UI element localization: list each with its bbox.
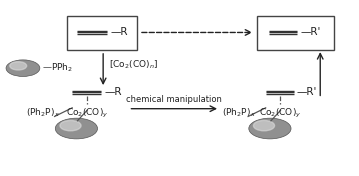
Bar: [257, 15, 334, 50]
Text: Co$_2$(CO)$_y$: Co$_2$(CO)$_y$: [259, 107, 302, 120]
Circle shape: [10, 62, 27, 70]
Text: (Ph$_2$P)$_x$: (Ph$_2$P)$_x$: [27, 107, 60, 119]
Text: —R: —R: [104, 87, 122, 97]
Text: —R: —R: [110, 27, 128, 37]
Text: chemical manipulation: chemical manipulation: [126, 95, 222, 104]
Text: [Co$_2$(CO)$_n$]: [Co$_2$(CO)$_n$]: [109, 58, 158, 71]
Text: (Ph$_2$P)$_x$: (Ph$_2$P)$_x$: [222, 107, 256, 119]
Text: —R': —R': [300, 27, 321, 37]
Text: —R': —R': [297, 87, 317, 97]
Circle shape: [55, 118, 98, 139]
Circle shape: [6, 60, 40, 76]
Bar: [67, 15, 137, 50]
Text: —PPh$_2$: —PPh$_2$: [42, 62, 73, 74]
Circle shape: [249, 118, 291, 139]
Circle shape: [253, 120, 275, 131]
Text: Co$_2$(CO)$_y$: Co$_2$(CO)$_y$: [66, 107, 108, 120]
Circle shape: [60, 120, 81, 131]
